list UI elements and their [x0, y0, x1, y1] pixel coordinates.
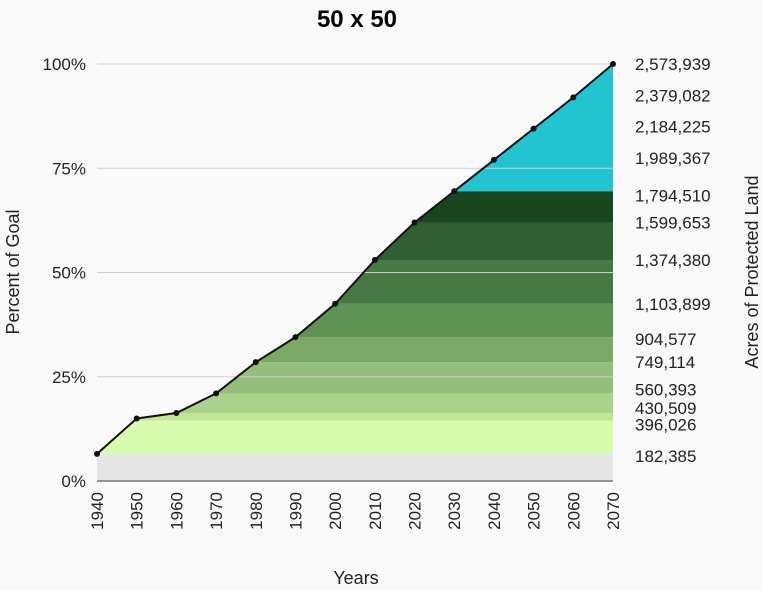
y-axis-label: Percent of Goal — [3, 209, 23, 334]
x-tick-label: 1950 — [128, 492, 147, 530]
right-axis-label: 1,374,380 — [635, 251, 711, 270]
right-axis-labels: 2,573,939 2,379,082 2,184,225 1,989,367 1,79… — [635, 55, 711, 466]
x-tick-label: 2000 — [326, 492, 345, 530]
area-band-8 — [97, 222, 613, 260]
right-axis-label: 749,114 — [635, 353, 695, 372]
data-point — [292, 334, 299, 341]
right-axis-label: 1,794,510 — [635, 186, 711, 205]
x-tick-label: 2060 — [564, 492, 583, 530]
x-tick-label: 1960 — [167, 492, 186, 530]
data-point — [490, 156, 497, 163]
data-point — [371, 256, 378, 263]
data-point — [173, 410, 180, 417]
x-tick-label: 1940 — [88, 492, 107, 530]
data-point — [332, 300, 339, 307]
y-tick-label: 100% — [43, 55, 86, 74]
x-tick-label: 2010 — [366, 492, 385, 530]
right-axis-label: 2,379,082 — [635, 86, 711, 105]
right-axis-label: 2,573,939 — [635, 55, 711, 74]
area-band-9 — [97, 191, 613, 223]
y-tick-label: 0% — [61, 472, 86, 491]
y-axis-ticks: 0% 25% 50% 75% 100% — [43, 55, 86, 491]
area-band-4 — [97, 362, 613, 394]
right-axis-label: 430,509 — [635, 399, 696, 418]
series-line — [96, 63, 614, 455]
x-axis-ticks: 1940 1950 1960 1970 1980 1990 2000 2010 2020 2030… — [88, 492, 623, 530]
area-band-2 — [97, 413, 613, 421]
chart-title: 50 x 50 — [317, 6, 397, 33]
y2-axis-label: Acres of Protected Land — [742, 175, 762, 368]
series-points — [94, 61, 616, 457]
area-band-0 — [97, 453, 613, 481]
y-tick-label: 75% — [52, 159, 86, 178]
y-tick-label: 50% — [52, 264, 86, 283]
gridlines — [97, 63, 613, 378]
right-axis-label: 1,989,367 — [635, 149, 711, 168]
right-axis-label: 1,599,653 — [635, 213, 711, 232]
area-band-6 — [97, 303, 613, 338]
x-axis-label: Years — [333, 568, 378, 588]
data-point — [94, 450, 100, 457]
x-tick-label: 1970 — [207, 492, 226, 530]
data-point — [530, 125, 537, 132]
right-axis-label: 396,026 — [635, 416, 696, 435]
data-point — [411, 219, 418, 226]
x-tick-label: 2050 — [525, 492, 544, 530]
data-point — [451, 188, 458, 195]
x-tick-label: 2070 — [604, 492, 623, 530]
data-point — [252, 359, 259, 366]
x-tick-label: 2020 — [406, 492, 425, 530]
x-tick-label: 1990 — [286, 492, 305, 530]
area-band-3 — [97, 393, 613, 414]
right-axis-label: 560,393 — [635, 380, 696, 399]
right-axis-label: 182,385 — [635, 447, 696, 466]
x-tick-label: 2040 — [485, 492, 504, 530]
data-point — [570, 94, 577, 101]
x-tick-label: 2030 — [445, 492, 464, 530]
data-point — [213, 390, 220, 397]
data-point — [610, 61, 616, 67]
right-axis-label: 904,577 — [635, 330, 696, 349]
y-tick-label: 25% — [52, 368, 86, 387]
x-tick-label: 1980 — [247, 492, 266, 530]
right-axis-label: 1,103,899 — [635, 295, 711, 314]
data-point — [133, 415, 140, 422]
area-band-5 — [97, 337, 613, 363]
right-axis-label: 2,184,225 — [635, 118, 711, 137]
area-band-1 — [97, 420, 613, 454]
